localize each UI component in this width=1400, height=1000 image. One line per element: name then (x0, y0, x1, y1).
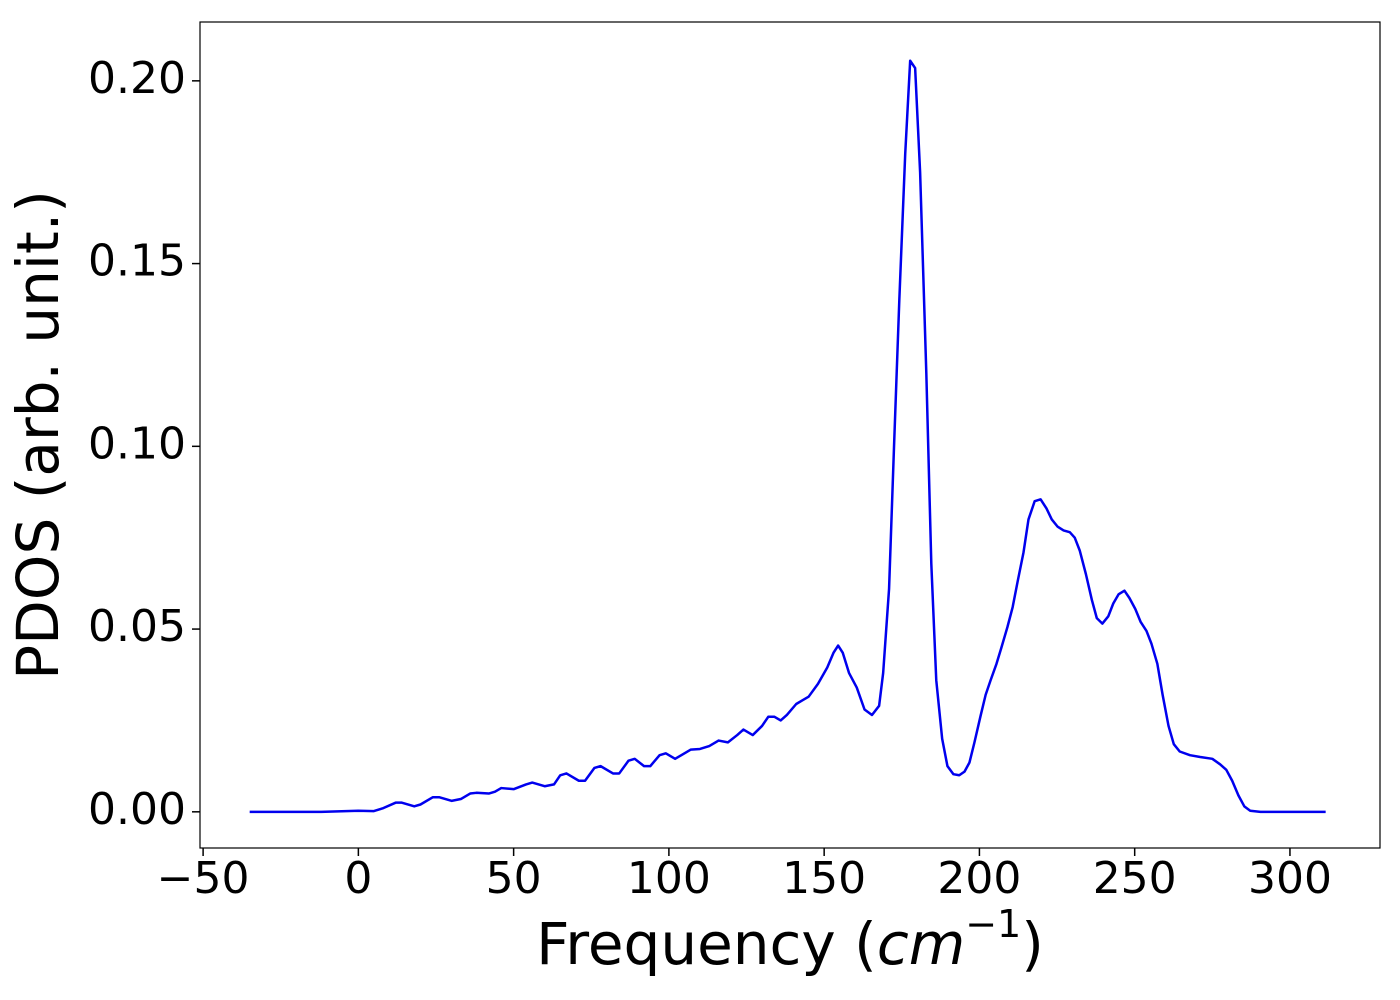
y-axis-label: PDOS (arb. unit.) (4, 190, 72, 680)
x-tick-label: 0 (344, 853, 372, 904)
x-tick-label: 50 (486, 853, 542, 904)
y-tick-label: 0.20 (88, 53, 186, 104)
x-label-unit: cm (877, 910, 965, 978)
x-label-exponent: −1 (965, 902, 1021, 946)
x-tick-label: 100 (627, 853, 711, 904)
y-tick-label: 0.00 (88, 784, 186, 835)
y-tick-label: 0.05 (88, 601, 186, 652)
x-tick-label: 150 (782, 853, 866, 904)
x-label-text: Frequency ( (536, 910, 877, 978)
x-tick-label: 300 (1248, 853, 1332, 904)
x-label-close: ) (1021, 910, 1044, 978)
plot-frame (199, 21, 1381, 849)
x-tick-label: −50 (157, 853, 250, 904)
x-tick-label: 250 (1093, 853, 1177, 904)
x-axis-label: Frequency (cm−1) (536, 902, 1044, 979)
y-tick-label: 0.10 (88, 418, 186, 469)
x-tick-label: 200 (937, 853, 1021, 904)
y-tick-label: 0.15 (88, 236, 186, 287)
data-line (249, 59, 1326, 814)
